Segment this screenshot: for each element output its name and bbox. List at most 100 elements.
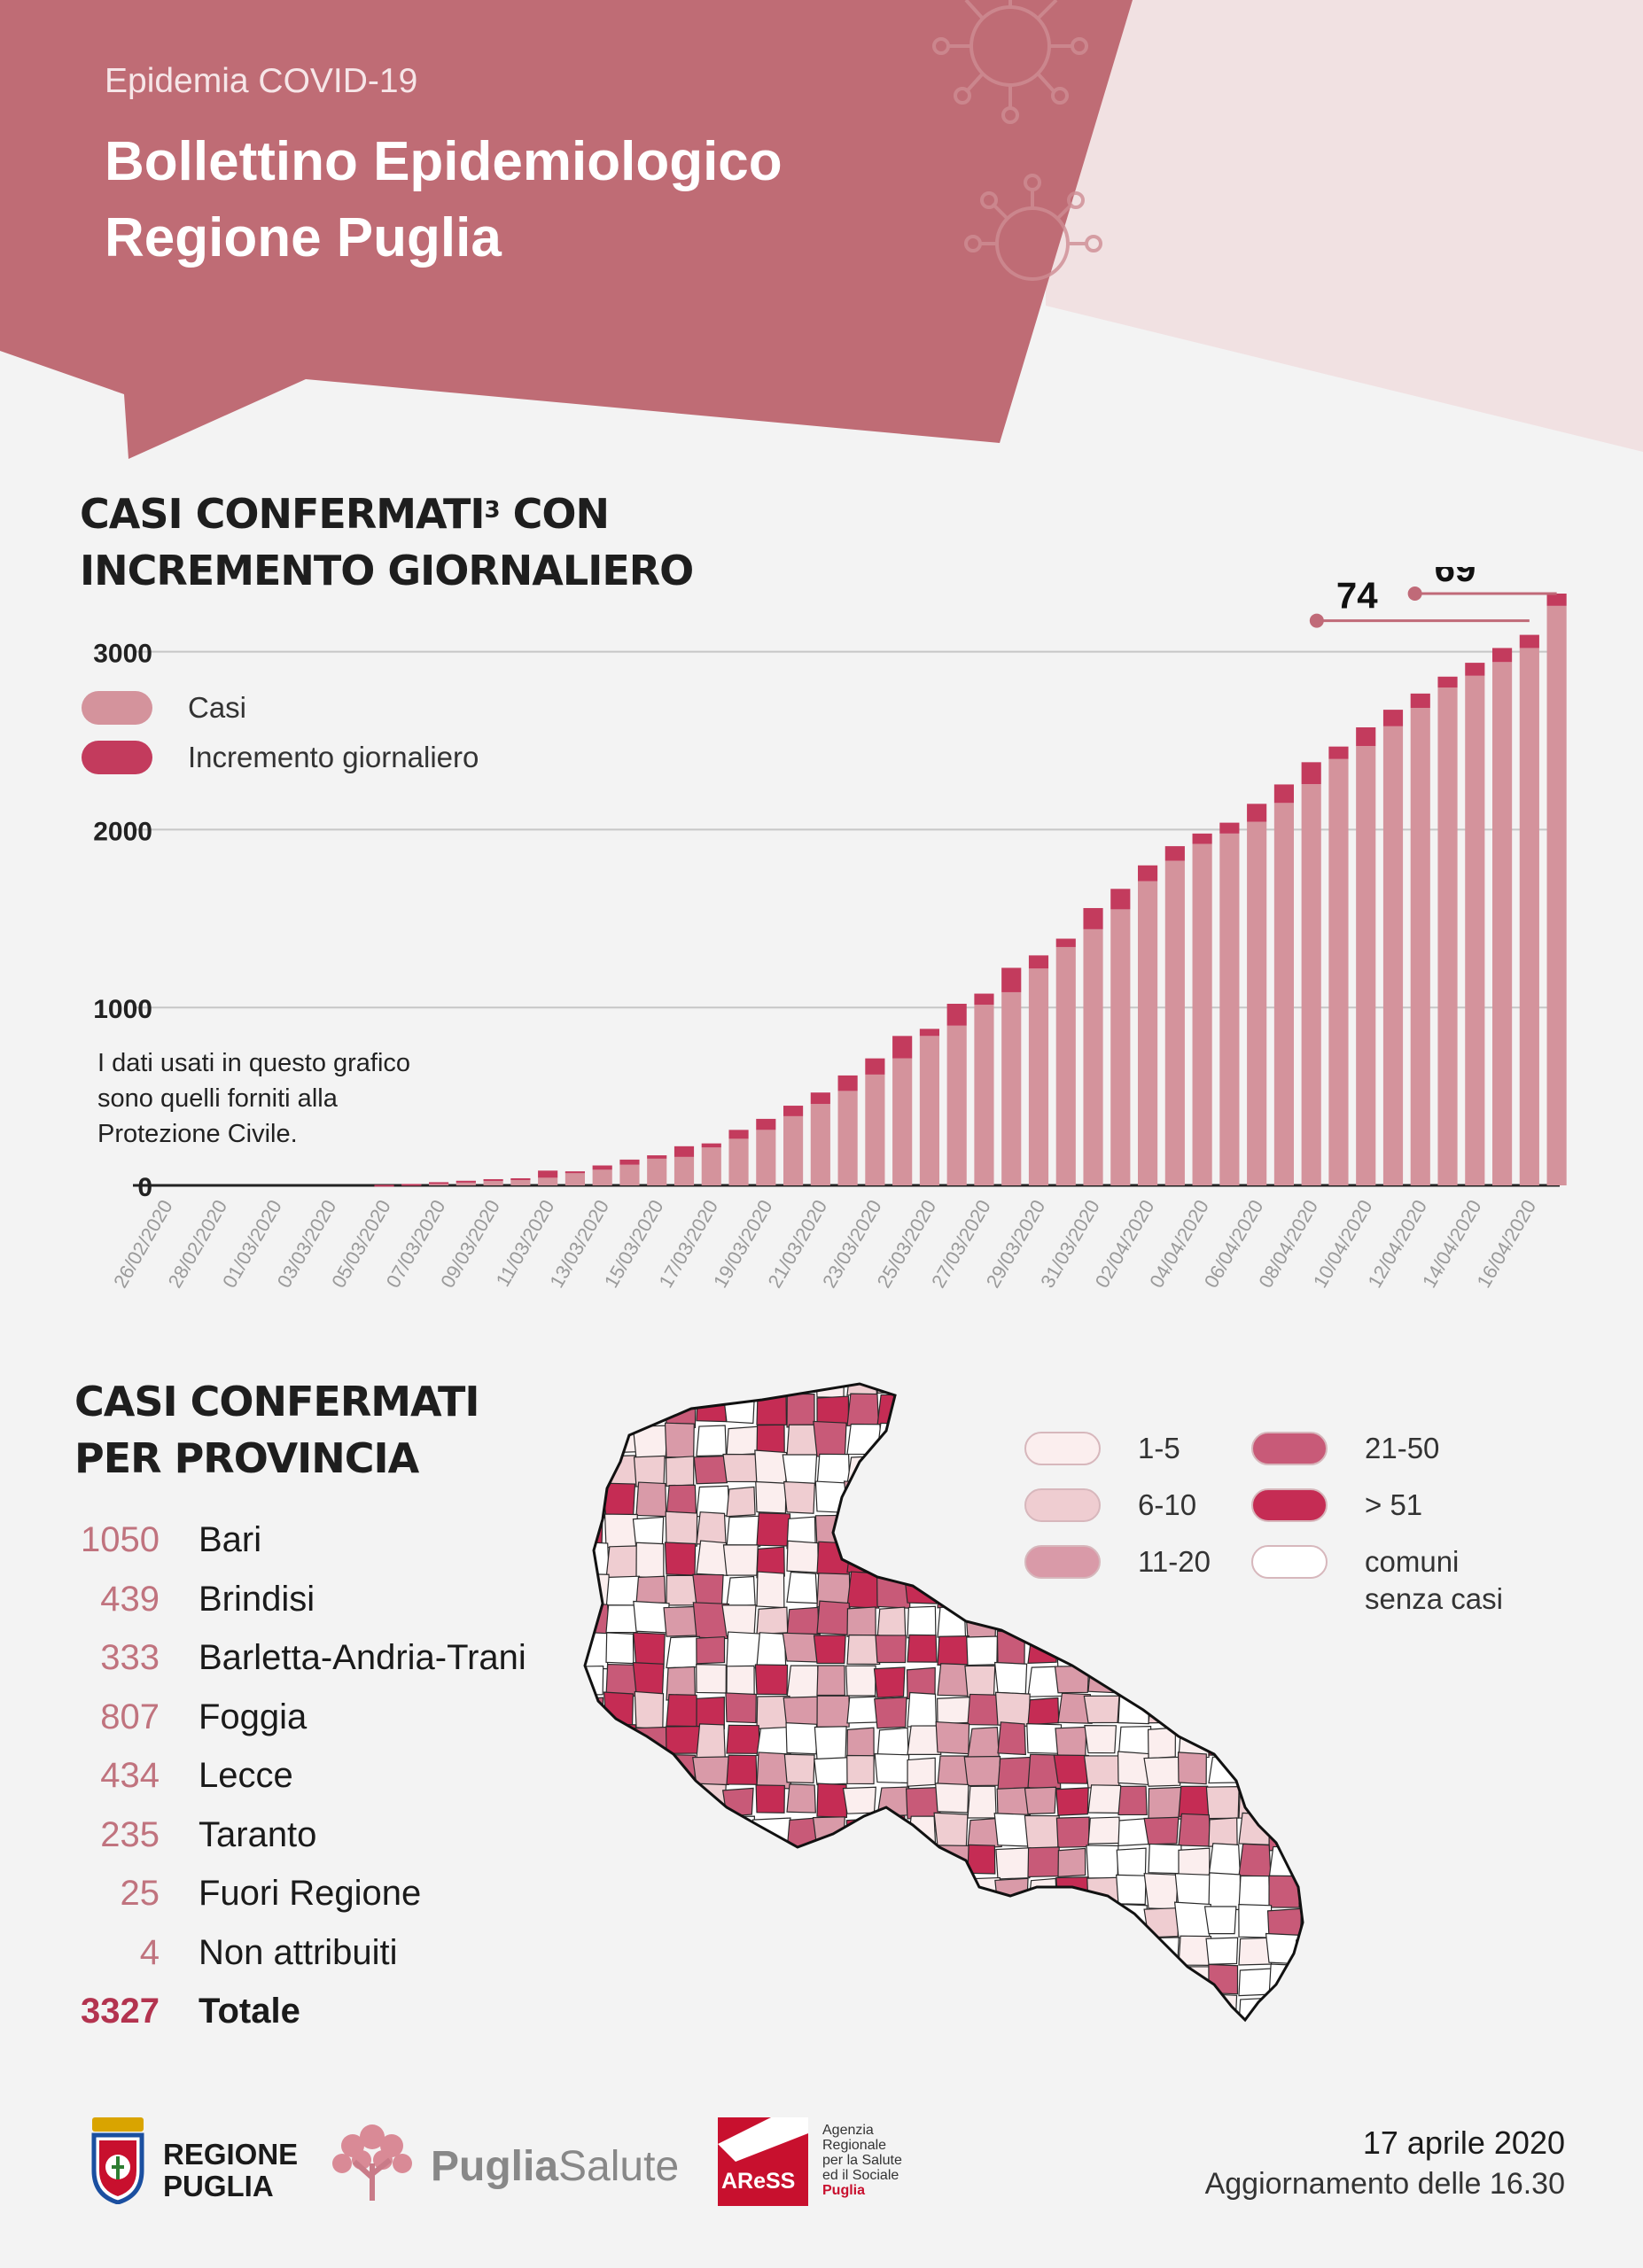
municipality-area bbox=[1026, 2029, 1058, 2056]
bar-incremento bbox=[728, 1130, 749, 1139]
bar-incremento bbox=[1382, 710, 1404, 726]
municipality-area bbox=[1057, 1992, 1090, 2020]
municipality-area bbox=[1116, 1937, 1147, 1966]
municipality-area bbox=[635, 1575, 666, 1604]
municipality-area bbox=[726, 1575, 756, 1607]
municipality-area bbox=[968, 2024, 997, 2059]
municipality-area bbox=[1087, 1967, 1117, 1999]
municipality-area bbox=[1145, 1633, 1178, 1669]
municipality-area bbox=[876, 1606, 907, 1640]
municipality-area bbox=[1117, 1903, 1149, 1936]
municipality-area bbox=[1026, 1938, 1062, 1969]
municipality-area bbox=[996, 1787, 1031, 1818]
municipality-area bbox=[816, 1600, 851, 1635]
municipality-area bbox=[692, 1573, 724, 1607]
bar-casi bbox=[1164, 860, 1185, 1185]
municipality-area bbox=[996, 1905, 1029, 1935]
municipality-area bbox=[876, 1570, 911, 1609]
municipality-area bbox=[1054, 1422, 1089, 1456]
map-legend-swatch bbox=[1024, 1488, 1101, 1522]
municipality-area bbox=[814, 1384, 845, 1399]
municipality-area bbox=[967, 1938, 1002, 1972]
municipality-area bbox=[1178, 1847, 1211, 1879]
municipality-area bbox=[726, 1754, 758, 1785]
municipality-area bbox=[1206, 1696, 1242, 1728]
municipality-area bbox=[997, 1935, 1030, 1964]
bar-casi bbox=[1083, 928, 1103, 1185]
municipality-area bbox=[635, 1781, 670, 1816]
municipality-area bbox=[696, 1511, 727, 1546]
header-supertitle: Epidemia COVID-19 bbox=[105, 62, 418, 100]
province-count: 3327 bbox=[81, 1992, 160, 2031]
municipality-area bbox=[1113, 1384, 1150, 1395]
municipality-area bbox=[722, 1544, 759, 1576]
bar-casi bbox=[1001, 991, 1022, 1185]
municipality-area bbox=[585, 1573, 611, 1608]
municipality-area bbox=[1235, 1635, 1267, 1666]
municipality-area bbox=[1148, 1394, 1178, 1424]
municipality-area bbox=[1055, 1787, 1089, 1816]
municipality-area bbox=[905, 1422, 942, 1458]
map-legend-swatch bbox=[1251, 1432, 1328, 1465]
municipality-area bbox=[1238, 1812, 1272, 1846]
map-legend-swatch bbox=[1024, 1545, 1101, 1579]
municipality-area bbox=[1024, 1394, 1058, 1422]
bar-casi bbox=[1382, 726, 1404, 1185]
municipality-area bbox=[997, 1546, 1032, 1580]
municipality-area bbox=[963, 1755, 1001, 1787]
municipality-area bbox=[934, 1484, 966, 1513]
municipality-area bbox=[873, 1907, 907, 1941]
municipality-area bbox=[783, 1384, 817, 1394]
municipality-area bbox=[721, 1604, 757, 1637]
header-title-line1: Bollettino Epidemiologico bbox=[105, 131, 783, 192]
municipality-area bbox=[876, 1938, 907, 1971]
municipality-area bbox=[1265, 1602, 1299, 1635]
municipality-area bbox=[635, 1542, 665, 1579]
municipality-area bbox=[1087, 1938, 1123, 1968]
municipality-area bbox=[1057, 1847, 1086, 1878]
municipality-area bbox=[997, 1966, 1028, 1998]
bar-casi bbox=[1110, 909, 1131, 1185]
bar-casi bbox=[892, 1058, 913, 1185]
municipality-area bbox=[1057, 1935, 1088, 1969]
bar-incremento bbox=[837, 1075, 858, 1091]
province-name: Bari bbox=[199, 1520, 262, 1559]
province-name: Brindisi bbox=[199, 1579, 315, 1619]
municipality-area bbox=[1297, 1995, 1303, 2020]
municipality-area bbox=[1268, 1997, 1297, 2020]
municipality-area bbox=[726, 1515, 761, 1549]
municipality-area bbox=[1298, 1964, 1303, 2000]
municipality-area bbox=[907, 1485, 936, 1519]
municipality-area bbox=[756, 1546, 785, 1579]
municipality-area bbox=[967, 1571, 1001, 1608]
chart-title-footnote: 3 bbox=[484, 497, 501, 524]
bar-casi bbox=[1410, 708, 1430, 1185]
bar-incremento bbox=[619, 1159, 640, 1165]
municipality-area bbox=[1238, 1843, 1272, 1877]
municipality-area bbox=[1085, 1394, 1118, 1429]
municipality-area bbox=[1178, 1813, 1211, 1847]
municipality-area bbox=[605, 1384, 640, 1396]
municipality-area bbox=[782, 1994, 815, 2020]
municipality-area bbox=[1057, 1574, 1088, 1609]
bar-casi bbox=[674, 1156, 695, 1185]
municipality-area bbox=[845, 1511, 876, 1545]
municipality-area bbox=[1264, 1756, 1303, 1786]
municipality-area bbox=[1235, 1384, 1267, 1394]
pugliasalute-logo-b: Salute bbox=[558, 2143, 680, 2190]
municipality-area bbox=[967, 1481, 1001, 1518]
municipality-area bbox=[1268, 1575, 1302, 1610]
municipality-area bbox=[1083, 1695, 1120, 1724]
municipality-area bbox=[846, 1455, 883, 1485]
municipality-area bbox=[754, 1664, 789, 1696]
bar-casi bbox=[810, 1104, 830, 1185]
chart-title-line1: CASI CONFERMATI bbox=[80, 490, 486, 538]
regione-puglia-logo-line2: PUGLIA bbox=[163, 2170, 274, 2202]
municipality-area bbox=[1205, 1937, 1239, 1965]
municipality-area bbox=[1086, 1384, 1121, 1394]
municipality-area bbox=[1148, 1604, 1178, 1635]
municipality-area bbox=[604, 2026, 637, 2055]
municipality-area bbox=[664, 1787, 695, 1822]
municipality-area bbox=[816, 1783, 848, 1818]
municipality-area bbox=[1057, 1692, 1093, 1724]
